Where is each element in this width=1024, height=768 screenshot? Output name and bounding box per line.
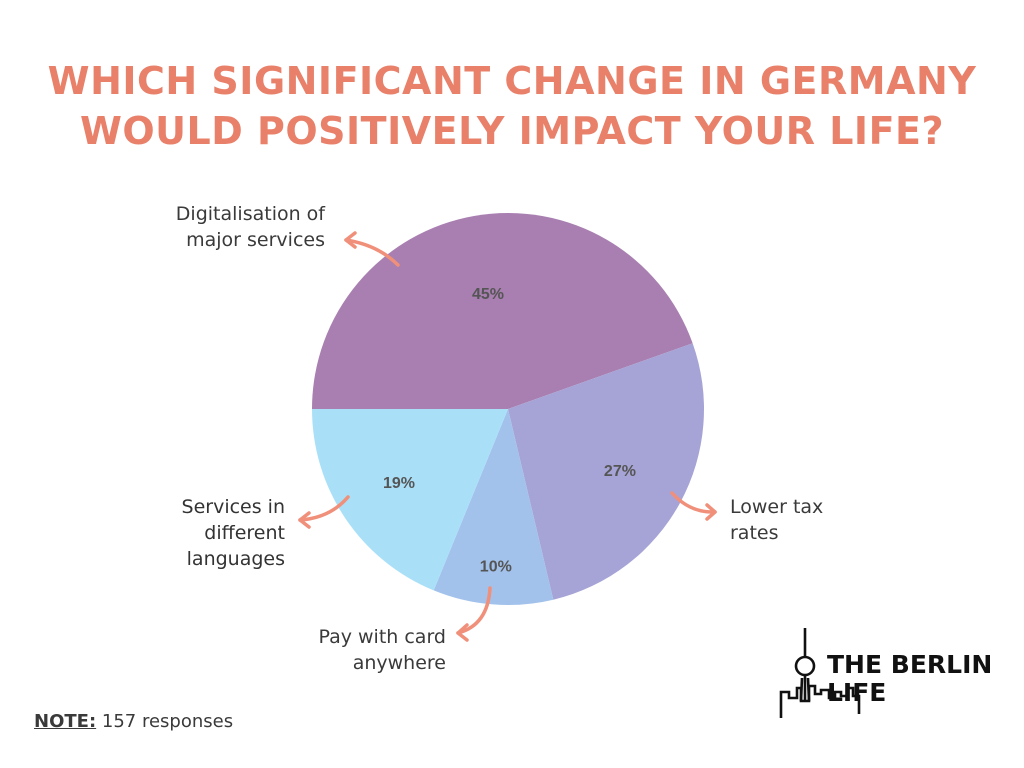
tv-tower-skyline-icon: [779, 628, 861, 718]
arrow-services-languages-head: [298, 511, 311, 529]
arrow-services-languages: [298, 495, 350, 522]
slice-digitalisation: [312, 213, 693, 409]
note-key: NOTE:: [34, 711, 97, 732]
note-text: 157 responses: [96, 711, 234, 732]
pct-label-lower-tax: 27%: [604, 463, 636, 480]
pct-label-digitalisation: 45%: [472, 286, 504, 303]
pct-label-services-languages: 19%: [383, 475, 415, 492]
arrow-digitalisation: [344, 238, 400, 267]
pie-slices: [312, 213, 704, 606]
arrow-pay-card-head: [456, 623, 469, 642]
arrow-pay-card: [456, 586, 492, 635]
the-berlin-life-logo: THE BERLIN LIFE: [775, 626, 993, 721]
label-services-in-different-languages: Services in different languages: [120, 494, 285, 572]
label-line: major services: [186, 229, 325, 251]
slice-pay-with-card: [433, 409, 554, 606]
pct-label-pay-with-card: 10%: [480, 558, 512, 575]
callout-arrows: [298, 231, 717, 642]
label-lower-tax-rates: Lower tax rates: [730, 494, 890, 546]
label-line: rates: [730, 522, 779, 544]
chart-title-line-2: WOULD POSITIVELY IMPACT YOUR LIFE?: [79, 109, 945, 153]
chart-title-line-1: WHICH SIGNIFICANT CHANGE IN GERMANY: [47, 59, 977, 103]
label-line: Pay with card: [318, 626, 446, 648]
label-line: Lower tax: [730, 496, 824, 518]
percentage-labels: 45% 27% 10% 19%: [383, 286, 636, 575]
responses-note: NOTE: 157 responses: [34, 711, 233, 732]
label-line: anywhere: [352, 652, 446, 674]
label-line: Services in: [181, 496, 285, 518]
slice-lower-tax: [508, 343, 704, 600]
arrow-lower-tax: [670, 491, 717, 514]
label-line: different: [204, 522, 285, 544]
logo-text-line-1: THE BERLIN: [827, 650, 993, 679]
label-line: languages: [186, 548, 285, 570]
label-line: Digitalisation of: [175, 203, 325, 225]
slice-services-languages: [312, 409, 508, 591]
arrow-digitalisation-head: [344, 231, 357, 249]
label-digitalisation-of-major-services: Digitalisation of major services: [120, 201, 325, 253]
logo-text-line-2: LIFE: [827, 678, 887, 707]
arrow-lower-tax-head: [705, 503, 717, 521]
label-pay-with-card-anywhere: Pay with card anywhere: [260, 624, 446, 676]
